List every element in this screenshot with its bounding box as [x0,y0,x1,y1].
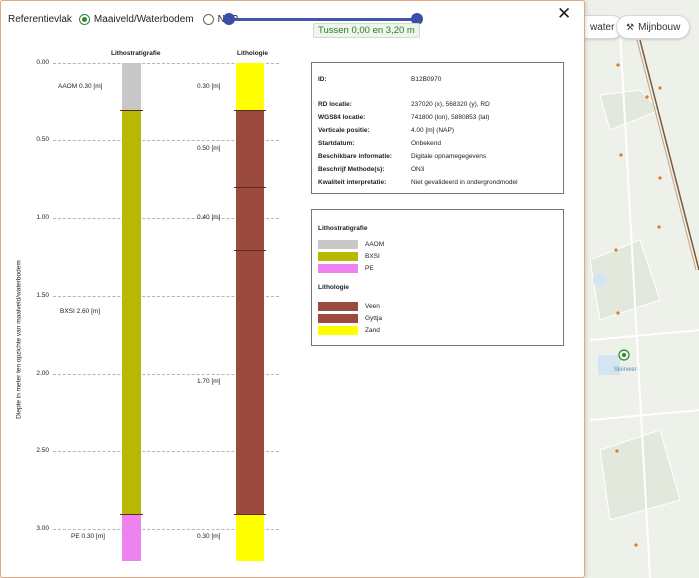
info-label: Beschrijf Methode(s): [318,166,385,173]
lithologie-layer [236,514,264,561]
y-tick: 0.00 [36,59,49,66]
legend-box: Lithostratigrafie AAOM BXSI PE Lithologi… [311,209,564,346]
water-label: water [590,21,615,33]
grid-line [53,63,279,64]
y-tick: 0.50 [36,136,49,143]
lithostrat-annotation-aaom: AAOM 0.30 [m] [58,83,103,90]
info-value: Digitale opnamegegevens [411,153,487,160]
info-label: Beschikbare informatie: [318,153,393,160]
legend-swatch [318,314,358,323]
lithologie-annotation: 1.70 [m] [197,378,221,385]
info-label: WGS84 locatie: [318,114,366,121]
mining-icon: ⚒ [626,21,635,32]
info-value: B12B0970 [411,76,442,83]
mijnbouw-label: Mijnbouw [638,21,681,33]
info-value: 741800 (lon), 5880853 (lat) [411,114,490,121]
info-label: Kwaliteit interpretatie: [318,179,387,186]
legend-swatch [318,264,358,273]
y-tick: 2.50 [36,447,49,454]
legend-lithologie-title: Lithologie [318,284,350,291]
y-axis-label: Diepte in meter ten opzichte van maaivel… [15,260,23,419]
grid-line [53,296,279,297]
radio-nap[interactable] [202,13,214,25]
legend-swatch [318,302,358,311]
slider-range-label: Tussen 0,00 en 3,20 m [313,23,420,38]
map-place-label: Skiinwer [614,367,637,373]
radio-maaiveld[interactable] [78,13,90,25]
lithologie-layer [236,249,264,515]
lithostrat-layer [122,514,141,561]
legend-label: Zand [365,327,380,334]
y-tick: 1.50 [36,292,49,299]
grid-line [53,374,279,375]
lithostrat-layer [122,63,141,110]
lithostrat-boundary [120,514,143,516]
info-label: Startdatum: [318,140,355,147]
y-tick: 3.00 [36,525,49,532]
grid-line [53,451,279,452]
lithologie-boundary [234,187,266,189]
lithologie-annotation: 0.50 [m] [197,145,221,152]
legend-swatch [318,326,358,335]
lithologie-layer [236,109,264,188]
lithostrat-layer [122,109,141,515]
boring-detail-panel: ✕ Referentievlak Maaiveld/Waterbodem NAP… [0,0,585,578]
boring-info-box: ID: B12B0970 RD locatie: 237020 (x), 568… [311,62,564,194]
reference-plane-selector: Referentievlak Maaiveld/Waterbodem NAP [8,11,238,27]
lithologie-annotation: 0.30 [m] [197,83,221,90]
close-icon[interactable]: ✕ [557,4,572,23]
legend-lithostrat-title: Lithostratigrafie [318,225,368,232]
legend-label: Veen [365,303,380,310]
y-tick: 2.00 [36,370,49,377]
info-value: ON3 [411,166,425,173]
lithologie-boundary [234,514,266,516]
lithostrat-column-title: Lithostratigrafie [111,50,161,57]
legend-swatch [318,240,358,249]
map-mijnbouw-button[interactable]: ⚒ Mijnbouw [616,15,691,39]
slider-handle-min[interactable] [223,13,235,25]
lithologie-boundary [234,249,266,251]
lithologie-layer [236,63,264,110]
depth-range-slider[interactable] [228,18,418,21]
info-value: 237020 (x), 568320 (y), RD [411,101,490,108]
lithostrat-annotation-bxsi: BXSI 2.60 [m] [60,308,101,315]
grid-line [53,140,279,141]
grid-line [53,529,279,530]
info-label: RD locatie: [318,101,352,108]
lithologie-annotation: 0.40 [m] [197,214,221,221]
lithologie-layer [236,187,264,250]
radio-maaiveld-label[interactable]: Maaiveld/Waterbodem [93,13,194,25]
info-label: ID: [318,76,327,83]
info-value: Onbekend [411,140,441,147]
legend-swatch [318,252,358,261]
legend-label: PE [365,265,374,272]
info-value: 4.00 [m] (NAP) [411,127,454,134]
slider-handle-max[interactable] [411,13,423,25]
grid-line [53,218,279,219]
info-value: Niet gevalideerd in ondergrondmodel [411,179,518,186]
lithologie-boundary [234,109,266,111]
lithologie-column-title: Lithologie [237,50,269,57]
reference-label: Referentievlak [8,13,72,25]
y-tick: 1.00 [36,214,49,221]
legend-label: Gyttja [365,315,382,322]
lithostrat-annotation-pe: PE 0.30 [m] [71,533,105,540]
legend-label: BXSI [365,253,380,260]
legend-label: AAOM [365,241,385,248]
lithostrat-boundary [120,109,143,111]
info-label: Verticale positie: [318,127,370,134]
lithologie-annotation: 0.30 [m] [197,533,221,540]
